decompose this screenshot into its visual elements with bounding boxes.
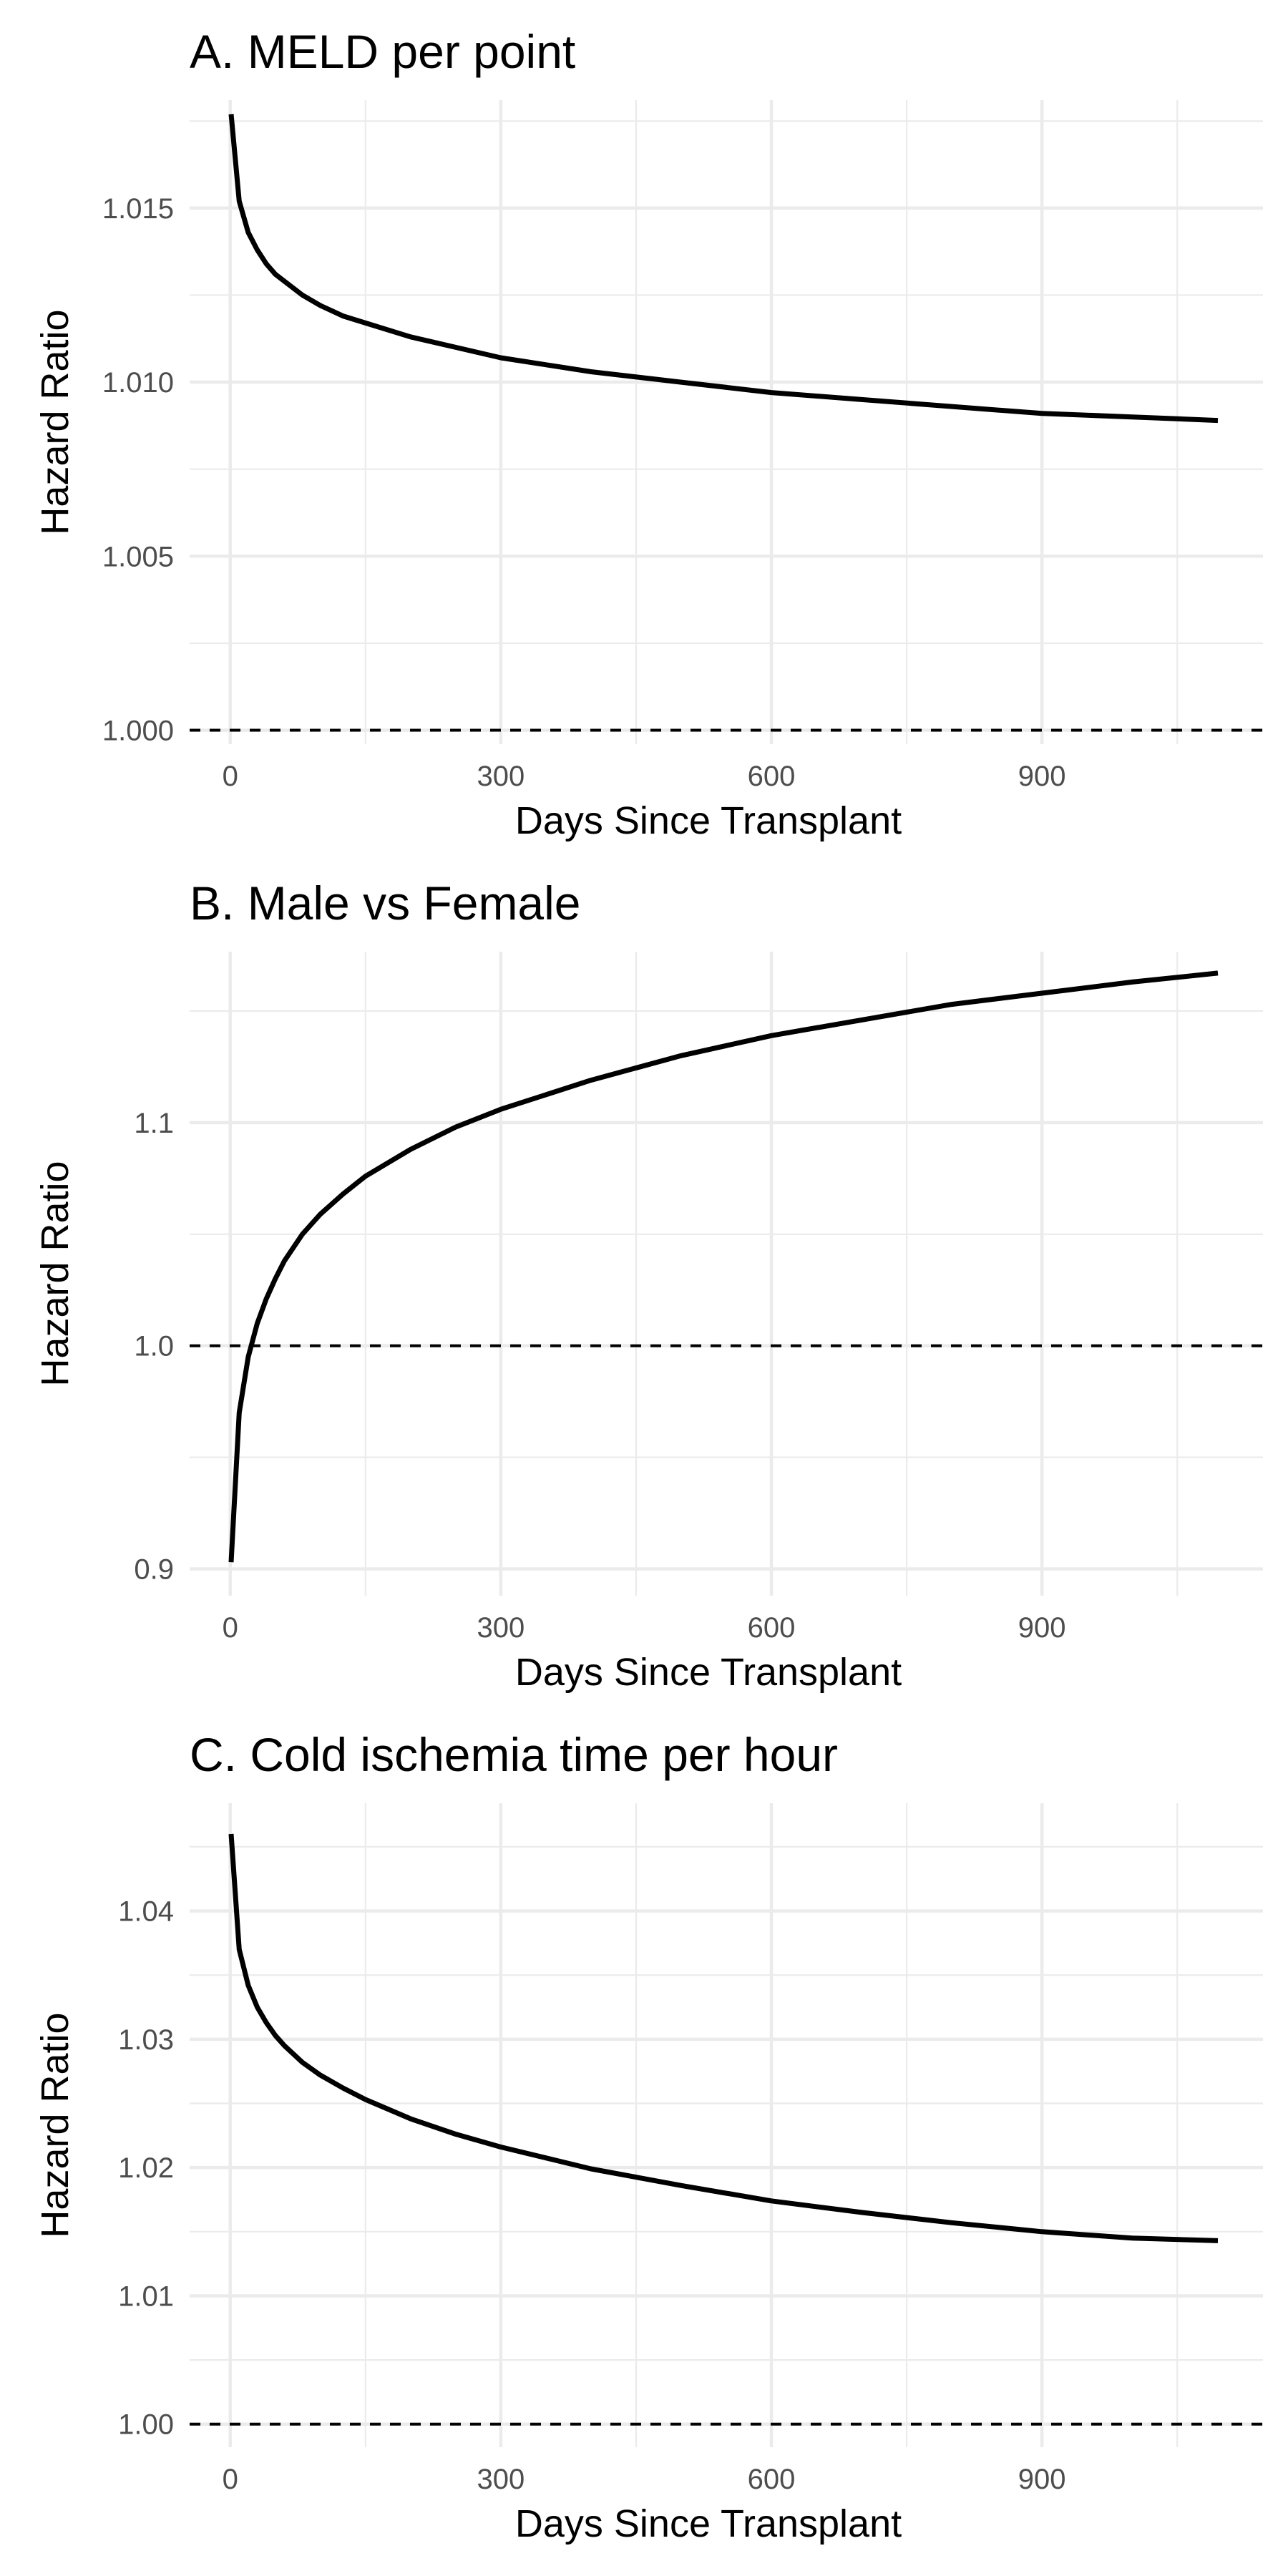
y-tick-label: 1.000 (102, 716, 174, 747)
panel-title: B. Male vs Female (190, 877, 581, 930)
x-tick-label: 0 (223, 1612, 238, 1644)
x-tick-label: 900 (1018, 761, 1066, 792)
y-tick-label: 1.01 (118, 2280, 174, 2312)
x-tick-label: 300 (477, 761, 525, 792)
y-axis-title: Hazard Ratio (34, 1161, 77, 1386)
y-tick-label: 1.0 (134, 1331, 174, 1362)
x-tick-label: 900 (1018, 2464, 1066, 2495)
chart-panel-1: 0 300 600 900 1.000 1.005 1.010 1.015 Days Since… (34, 25, 1263, 842)
chart-panel-2: 0 300 600 900 0.9 1.0 1.1 Days Since Transplant… (34, 877, 1263, 1694)
x-axis-title: Days Since Transplant (515, 1651, 902, 1694)
chart-panel-3: 0 300 600 900 1.00 1.01 1.02 1.03 1.04 Days Since… (34, 1728, 1263, 2545)
y-tick-label: 0.9 (134, 1554, 174, 1586)
y-axis-title: Hazard Ratio (34, 309, 77, 535)
x-tick-label: 600 (748, 1612, 796, 1644)
y-tick-label: 1.02 (118, 2152, 174, 2184)
y-tick-label: 1.03 (118, 2024, 174, 2056)
x-tick-label: 600 (748, 2464, 796, 2495)
y-tick-label: 1.015 (102, 193, 174, 225)
x-tick-label: 600 (748, 761, 796, 792)
x-tick-label: 0 (223, 761, 238, 792)
x-axis-title: Days Since Transplant (515, 2502, 902, 2545)
y-tick-label: 1.010 (102, 367, 174, 399)
series-line (228, 114, 1219, 424)
series-line (228, 970, 1219, 1563)
series-line (228, 1833, 1219, 2243)
y-axis-title: Hazard Ratio (34, 2012, 77, 2238)
panel-title: C. Cold ischemia time per hour (190, 1728, 838, 1781)
y-tick-label: 1.00 (118, 2409, 174, 2441)
x-tick-label: 300 (477, 2464, 525, 2495)
x-tick-label: 900 (1018, 1612, 1066, 1644)
y-tick-label: 1.1 (134, 1108, 174, 1139)
y-tick-label: 1.04 (118, 1896, 174, 1928)
x-tick-label: 0 (223, 2464, 238, 2495)
x-axis-title: Days Since Transplant (515, 799, 902, 842)
x-tick-label: 300 (477, 1612, 525, 1644)
panel-title: A. MELD per point (190, 25, 575, 78)
y-tick-label: 1.005 (102, 541, 174, 572)
